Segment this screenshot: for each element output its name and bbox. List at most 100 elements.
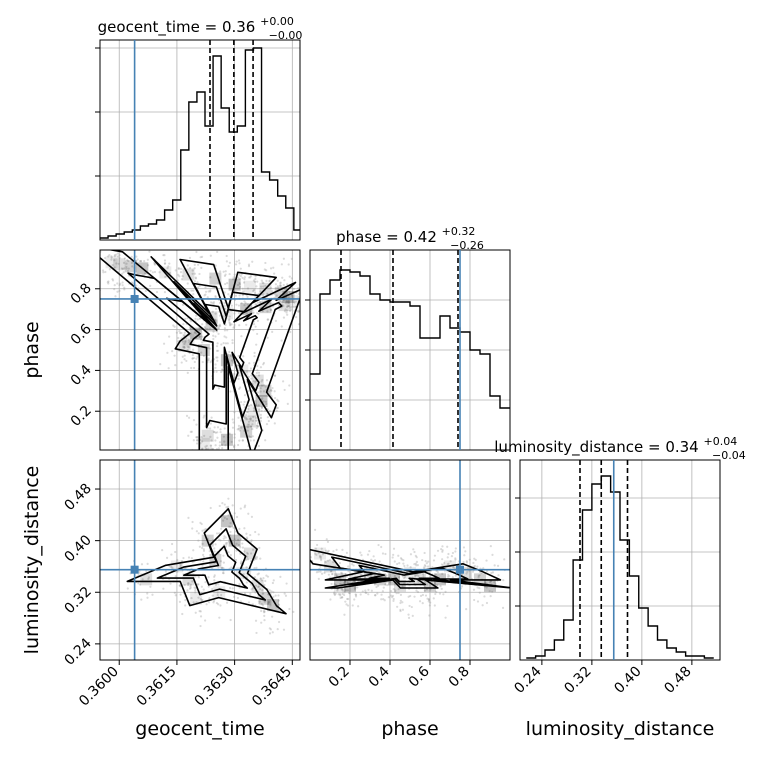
sample-point [221, 368, 224, 371]
sample-point [373, 559, 377, 562]
sample-point [226, 282, 229, 285]
sample-point [346, 580, 349, 583]
sample-point [247, 512, 250, 515]
sample-point [195, 457, 197, 459]
sample-point [184, 339, 187, 343]
sample-point [201, 323, 204, 326]
sample-point [395, 592, 398, 595]
sample-point [339, 593, 342, 596]
sample-point [213, 550, 216, 553]
title-geocent_time: geocent_time = 0.36 +0.00 −0.00 [98, 11, 303, 42]
sample-point [276, 285, 279, 288]
sample-point [248, 435, 251, 438]
sample-point [183, 334, 186, 337]
sample-point [199, 521, 202, 524]
sample-point [178, 329, 181, 333]
sample-point [201, 599, 204, 602]
sample-point [191, 357, 194, 360]
sample-point [347, 597, 350, 601]
sample-point [249, 417, 252, 421]
sample-point [214, 583, 217, 586]
sample-point [235, 549, 238, 552]
density-cell [201, 429, 214, 442]
sample-point [281, 301, 284, 304]
sample-point [252, 279, 255, 282]
sample-point [217, 538, 221, 541]
sample-point [153, 270, 157, 274]
sample-point [256, 573, 259, 576]
sample-point [204, 327, 207, 330]
sample-point [252, 415, 255, 419]
sample-point [164, 275, 167, 278]
sample-point [257, 533, 260, 536]
sample-point [243, 278, 246, 281]
sample-point [216, 356, 219, 359]
sample-point [149, 284, 152, 287]
sample-point [208, 451, 210, 453]
sample-point [314, 547, 318, 550]
sample-point [255, 419, 258, 422]
sample-point [252, 311, 255, 314]
sample-point [199, 256, 202, 259]
sample-point [279, 281, 282, 284]
sample-point [127, 259, 130, 263]
sample-point [222, 315, 226, 318]
sample-point [192, 366, 196, 370]
title-name: geocent_time [98, 18, 200, 37]
sample-point [141, 578, 144, 581]
sample-point [391, 594, 395, 597]
sample-point [340, 571, 343, 574]
sample-point [238, 582, 241, 586]
x-tick-label: 0.32 [561, 664, 594, 697]
sample-point [267, 419, 270, 423]
sample-point [334, 592, 337, 595]
sample-point [242, 403, 245, 406]
sample-point [398, 562, 401, 565]
sample-point [176, 558, 179, 562]
sample-point [286, 313, 289, 316]
sample-point [222, 270, 225, 273]
sample-point [202, 588, 205, 591]
sample-point [120, 247, 122, 249]
sample-point [219, 270, 222, 273]
sample-point [223, 535, 226, 538]
sample-point [284, 302, 287, 305]
sample-point [233, 512, 236, 515]
sample-point [450, 555, 454, 558]
title-luminosity_distance: luminosity_distance = 0.34 +0.04 −0.04 [494, 431, 745, 462]
x-tick-label: 0.3630 [191, 664, 237, 710]
sample-point [402, 562, 405, 565]
sample-point [387, 596, 390, 599]
sample-point [207, 346, 210, 350]
sample-point [411, 614, 414, 617]
sample-point [253, 567, 256, 570]
sample-point [426, 565, 430, 568]
sample-point [138, 570, 141, 573]
sample-point [266, 336, 269, 339]
sample-point [166, 267, 169, 270]
sample-point [263, 619, 266, 622]
sample-point [191, 580, 194, 583]
sample-point [265, 379, 269, 382]
sample-point [377, 543, 380, 547]
sample-point [279, 284, 282, 288]
sample-point [250, 374, 253, 377]
sample-point [219, 428, 222, 431]
y-tick-label: 0.40 [61, 532, 94, 565]
sample-point [223, 335, 226, 338]
sample-point [252, 587, 255, 590]
sample-point [452, 566, 455, 569]
sample-point [452, 566, 455, 569]
sample-point [196, 583, 199, 586]
sample-point [200, 436, 203, 439]
sample-point [242, 573, 245, 576]
sample-point [187, 583, 190, 587]
sample-point [176, 570, 179, 573]
sample-point [247, 263, 251, 266]
sample-point [227, 551, 230, 554]
y-tick-label: 0.48 [61, 481, 94, 514]
sample-point [117, 262, 120, 265]
sample-point [158, 271, 161, 274]
sample-point [198, 335, 201, 338]
sample-point [465, 561, 469, 564]
